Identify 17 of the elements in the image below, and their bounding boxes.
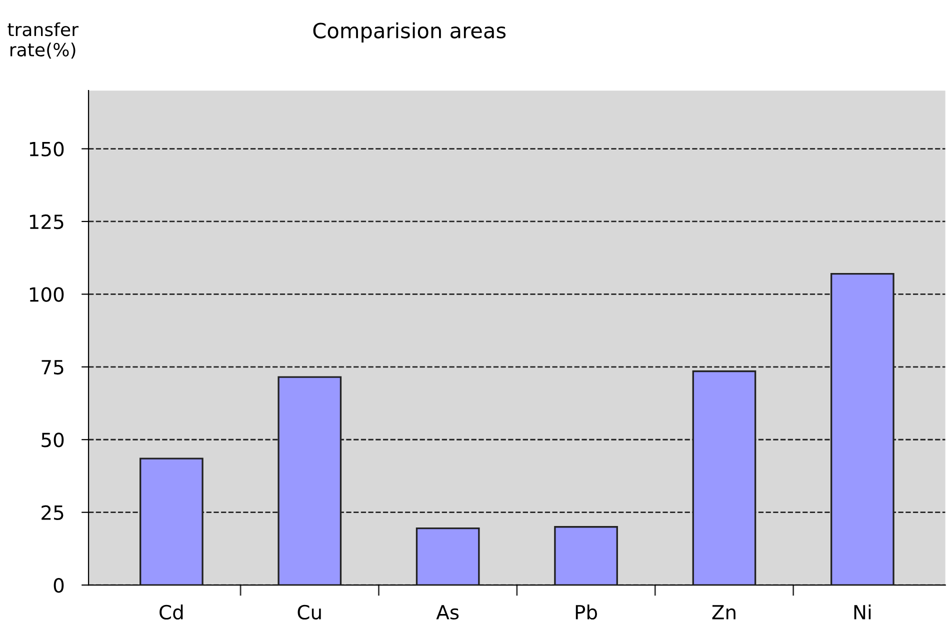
x-tick-label: Cu xyxy=(298,604,321,620)
y-tick-label: 50 xyxy=(42,432,64,448)
bar xyxy=(554,526,618,586)
y-tick-label: 0 xyxy=(54,578,64,593)
x-tick-label: Cd xyxy=(160,604,183,620)
y-tick-label: 150 xyxy=(30,142,64,156)
y-tick-label: 25 xyxy=(42,505,64,520)
x-tick-label: Pb xyxy=(576,604,598,620)
chart-title: Comparision areas xyxy=(313,22,506,42)
bar xyxy=(416,527,480,586)
y-tick-label: 125 xyxy=(30,214,64,230)
x-tick-label: Zn xyxy=(712,605,736,620)
x-tick-label: As xyxy=(436,605,459,620)
y-tick-label: 100 xyxy=(30,287,64,302)
y-tick-label: 75 xyxy=(42,360,64,375)
x-tick-label: Ni xyxy=(854,604,871,620)
y-axis-title: transfer rate(%) xyxy=(8,22,78,59)
